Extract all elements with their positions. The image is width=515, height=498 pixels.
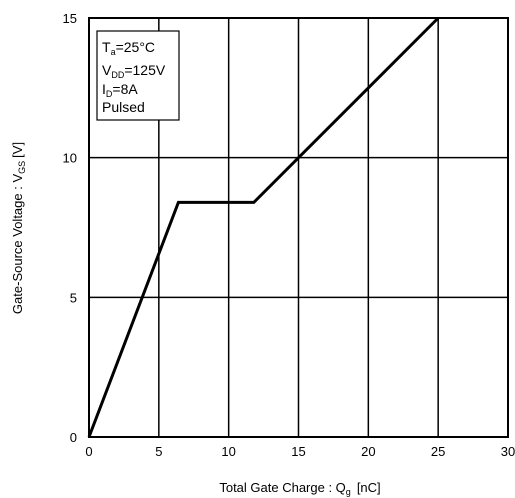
x-tick-label: 5 xyxy=(155,444,162,459)
x-tick-label: 10 xyxy=(221,444,235,459)
x-tick-label: 20 xyxy=(361,444,375,459)
x-tick-label: 15 xyxy=(291,444,305,459)
x-axis-label: Total Gate Charge : Qg [nC] xyxy=(219,480,380,497)
x-axis-label-main: Total Gate Charge : Q xyxy=(219,480,345,495)
condition-ta-rest: =25°C xyxy=(116,39,155,55)
condition-id-rest: =8A xyxy=(112,81,138,97)
x-tick-label: 30 xyxy=(501,444,515,459)
x-tick-label: 25 xyxy=(431,444,445,459)
y-tick-label: 15 xyxy=(63,11,77,26)
condition-pulsed-main: Pulsed xyxy=(102,99,145,115)
x-tick-labels: 0 5 10 15 20 25 30 xyxy=(85,444,515,459)
condition-id: ID=8A xyxy=(102,81,138,99)
y-tick-label: 0 xyxy=(70,430,77,445)
condition-id-sub: D xyxy=(106,89,113,99)
y-tick-label: 10 xyxy=(63,151,77,166)
condition-pulsed: Pulsed xyxy=(102,99,145,115)
y-tick-labels: 0 5 10 15 xyxy=(63,11,77,445)
condition-id-main: I xyxy=(102,81,106,97)
x-axis-label-sub: g xyxy=(346,487,351,497)
condition-ta-sub: a xyxy=(111,47,116,57)
plot-frame xyxy=(88,17,509,438)
x-tick-label: 0 xyxy=(85,444,92,459)
series-layer xyxy=(87,16,440,438)
condition-vdd-rest: =125V xyxy=(124,62,166,78)
condition-vdd: VDD=125V xyxy=(102,62,166,80)
y-axis-label: Gate-Source Voltage : VGS [V] xyxy=(10,142,27,314)
series-line xyxy=(87,16,440,438)
condition-vdd-main: V xyxy=(102,62,112,78)
y-axis-label-main: Gate-Source Voltage : V xyxy=(10,174,25,315)
y-axis-label-sub: GS xyxy=(17,161,27,174)
condition-vdd-sub: DD xyxy=(111,70,124,80)
conditions-box-frame xyxy=(96,30,180,121)
y-axis-label-unit: [V] xyxy=(10,142,25,158)
x-axis-label-unit: [nC] xyxy=(357,480,381,495)
condition-ta-main: T xyxy=(102,39,111,55)
y-tick-label: 5 xyxy=(70,290,77,305)
conditions-box: Ta=25°C VDD=125V ID=8A Pulsed xyxy=(96,30,180,121)
condition-ta: Ta=25°C xyxy=(102,39,155,57)
